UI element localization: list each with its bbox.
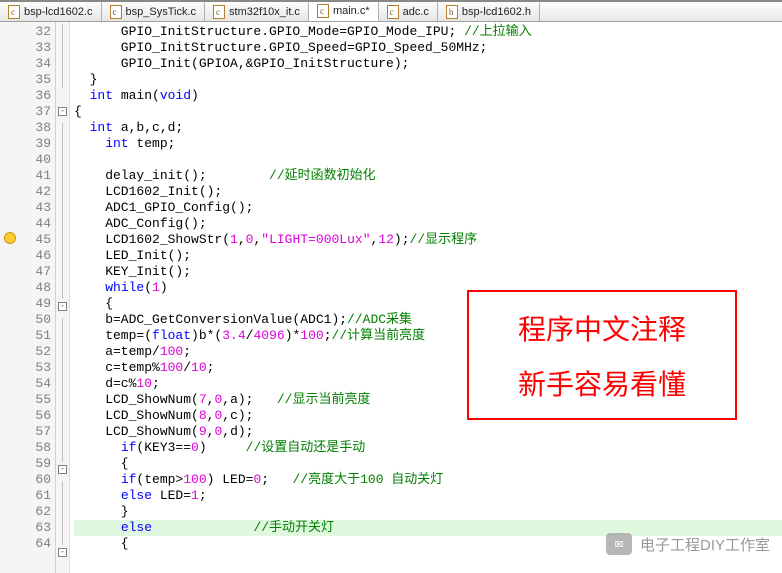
tab-bar: bsp-lcd1602.c bsp_SysTick.c stm32f10x_it.c… [0, 0, 782, 22]
code-line[interactable]: LCD1602_ShowStr(1,0,"LIGHT=000Lux",12);/… [74, 232, 782, 248]
line-number: 59 [20, 456, 51, 472]
line-number: 34 [20, 56, 51, 72]
code-line[interactable]: delay_init(); //延时函数初始化 [74, 168, 782, 184]
line-number: 54 [20, 376, 51, 392]
warning-icon [4, 232, 16, 244]
annotation-box: 程序中文注释 新手容易看懂 [467, 290, 737, 420]
line-number: 55 [20, 392, 51, 408]
tab-label: bsp_SysTick.c [126, 6, 197, 18]
code-line[interactable]: GPIO_InitStructure.GPIO_Speed=GPIO_Speed… [74, 40, 782, 56]
line-number: 35 [20, 72, 51, 88]
line-number-gutter: 3233343536373839404142434445464748495051… [20, 22, 56, 573]
file-tab[interactable]: adc.c [379, 2, 438, 21]
file-tab[interactable]: stm32f10x_it.c [205, 2, 309, 21]
line-number: 53 [20, 360, 51, 376]
watermark: ✉ 电子工程DIY工作室 [606, 533, 770, 555]
line-number: 32 [20, 24, 51, 40]
code-line[interactable]: GPIO_Init(GPIOA,&GPIO_InitStructure); [74, 56, 782, 72]
line-number: 39 [20, 136, 51, 152]
code-line[interactable]: ADC_Config(); [74, 216, 782, 232]
file-icon [8, 5, 20, 19]
code-line[interactable]: { [74, 104, 782, 120]
tab-label: bsp-lcd1602.c [24, 6, 93, 18]
line-number: 58 [20, 440, 51, 456]
code-line[interactable]: else LED=1; [74, 488, 782, 504]
fold-toggle[interactable]: - [58, 107, 67, 116]
tab-label: adc.c [403, 6, 429, 18]
file-icon [317, 4, 329, 18]
line-number: 33 [20, 40, 51, 56]
line-number: 45 [20, 232, 51, 248]
line-number: 47 [20, 264, 51, 280]
line-number: 50 [20, 312, 51, 328]
line-number: 37 [20, 104, 51, 120]
line-number: 38 [20, 120, 51, 136]
fold-toggle[interactable]: - [58, 302, 67, 311]
line-number: 60 [20, 472, 51, 488]
code-line[interactable] [74, 152, 782, 168]
line-number: 36 [20, 88, 51, 104]
line-number: 63 [20, 520, 51, 536]
code-line[interactable]: LED_Init(); [74, 248, 782, 264]
code-line[interactable]: LCD_ShowNum(9,0,d); [74, 424, 782, 440]
watermark-text: 电子工程DIY工作室 [640, 534, 770, 555]
tab-label: bsp-lcd1602.h [462, 6, 531, 18]
code-line[interactable]: } [74, 504, 782, 520]
fold-toggle[interactable]: - [58, 548, 67, 557]
code-line[interactable]: int a,b,c,d; [74, 120, 782, 136]
code-line[interactable]: LCD1602_Init(); [74, 184, 782, 200]
line-number: 42 [20, 184, 51, 200]
file-icon [110, 5, 122, 19]
line-number: 49 [20, 296, 51, 312]
line-number: 43 [20, 200, 51, 216]
line-number: 62 [20, 504, 51, 520]
file-icon [446, 5, 458, 19]
line-number: 57 [20, 424, 51, 440]
line-number: 40 [20, 152, 51, 168]
line-number: 52 [20, 344, 51, 360]
file-tab[interactable]: bsp-lcd1602.h [438, 2, 540, 21]
tab-label: main.c* [333, 5, 370, 17]
editor-margin [0, 22, 20, 573]
annotation-line-1: 程序中文注释 [518, 308, 686, 348]
annotation-line-2: 新手容易看懂 [518, 363, 686, 403]
file-tab[interactable]: main.c* [309, 2, 379, 21]
tab-label: stm32f10x_it.c [229, 6, 300, 18]
line-number: 44 [20, 216, 51, 232]
code-line[interactable]: KEY_Init(); [74, 264, 782, 280]
code-line[interactable]: { [74, 456, 782, 472]
file-icon [213, 5, 225, 19]
line-number: 48 [20, 280, 51, 296]
code-line[interactable]: if(temp>100) LED=0; //亮度大于100 自动关灯 [74, 472, 782, 488]
code-line[interactable]: if(KEY3==0) //设置自动还是手动 [74, 440, 782, 456]
line-number: 56 [20, 408, 51, 424]
file-icon [387, 5, 399, 19]
code-line[interactable]: ADC1_GPIO_Config(); [74, 200, 782, 216]
line-number: 41 [20, 168, 51, 184]
code-line[interactable]: GPIO_InitStructure.GPIO_Mode=GPIO_Mode_I… [74, 24, 782, 40]
fold-toggle[interactable]: - [58, 465, 67, 474]
line-number: 61 [20, 488, 51, 504]
code-line[interactable]: } [74, 72, 782, 88]
line-number: 51 [20, 328, 51, 344]
wechat-icon: ✉ [606, 533, 632, 555]
code-line[interactable]: int main(void) [74, 88, 782, 104]
fold-gutter: - - - - [56, 22, 70, 573]
file-tab[interactable]: bsp-lcd1602.c [0, 2, 102, 21]
code-line[interactable]: int temp; [74, 136, 782, 152]
line-number: 64 [20, 536, 51, 552]
file-tab[interactable]: bsp_SysTick.c [102, 2, 206, 21]
line-number: 46 [20, 248, 51, 264]
